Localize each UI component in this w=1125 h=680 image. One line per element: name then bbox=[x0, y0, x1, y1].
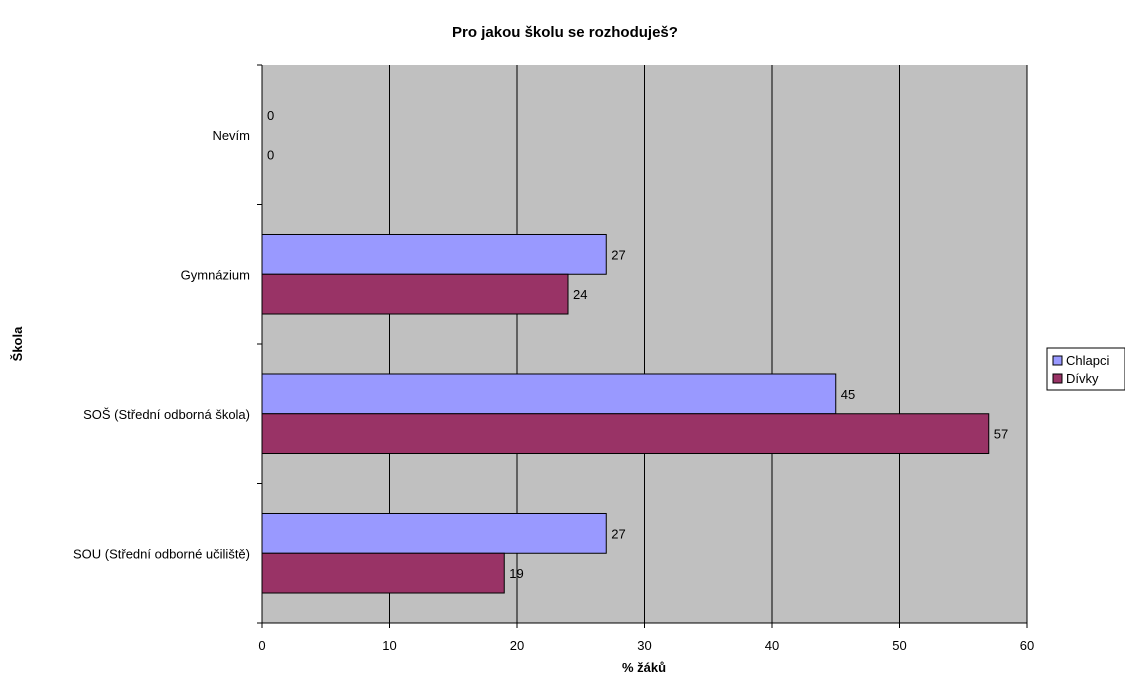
bar-dívky bbox=[261, 413, 990, 455]
category-label: Gymnázium bbox=[181, 267, 250, 282]
data-label: 45 bbox=[841, 387, 855, 402]
data-label: 57 bbox=[994, 427, 1008, 442]
legend-label-chlapci: Chlapci bbox=[1066, 353, 1109, 368]
data-label: 27 bbox=[611, 526, 625, 541]
chart-title: Pro jakou školu se rozhoduješ? bbox=[452, 24, 678, 41]
bar-chlapci bbox=[261, 373, 837, 415]
y-axis-title: Škola bbox=[10, 326, 25, 361]
bar-chlapci bbox=[261, 512, 607, 554]
legend: Chlapci Dívky bbox=[1046, 347, 1125, 391]
legend-label-divky: Dívky bbox=[1066, 371, 1099, 386]
x-tick-label: 10 bbox=[382, 638, 396, 653]
bar-chlapci bbox=[261, 233, 607, 275]
category-label: SOU (Střední odborné učiliště) bbox=[73, 546, 250, 561]
data-label: 0 bbox=[267, 148, 274, 163]
category-label: Nevím bbox=[212, 128, 250, 143]
data-label: 19 bbox=[509, 566, 523, 581]
data-label: 0 bbox=[267, 108, 274, 123]
data-label: 27 bbox=[611, 247, 625, 262]
bar-dívky bbox=[261, 273, 569, 315]
bars bbox=[261, 233, 990, 594]
x-axis-title: % žáků bbox=[622, 660, 666, 675]
gridlines bbox=[389, 65, 1028, 623]
axes: 0 10 20 30 40 50 60 Nevím Gymnázium SOŠ (Střední … bbox=[73, 64, 1034, 653]
data-labels: 0 0 27 24 45 57 27 19 bbox=[267, 108, 1008, 581]
legend-swatch-divky bbox=[1052, 373, 1063, 384]
bar-dívky bbox=[261, 552, 505, 594]
x-tick-label: 40 bbox=[765, 638, 779, 653]
x-tick-label: 60 bbox=[1020, 638, 1034, 653]
category-label: SOŠ (Střední odborná škola) bbox=[83, 407, 250, 422]
x-tick-label: 30 bbox=[637, 638, 651, 653]
x-tick-label: 50 bbox=[892, 638, 906, 653]
x-tick-label: 20 bbox=[510, 638, 524, 653]
data-label: 24 bbox=[573, 287, 587, 302]
x-tick-label: 0 bbox=[258, 638, 265, 653]
legend-swatch-chlapci bbox=[1052, 355, 1063, 366]
